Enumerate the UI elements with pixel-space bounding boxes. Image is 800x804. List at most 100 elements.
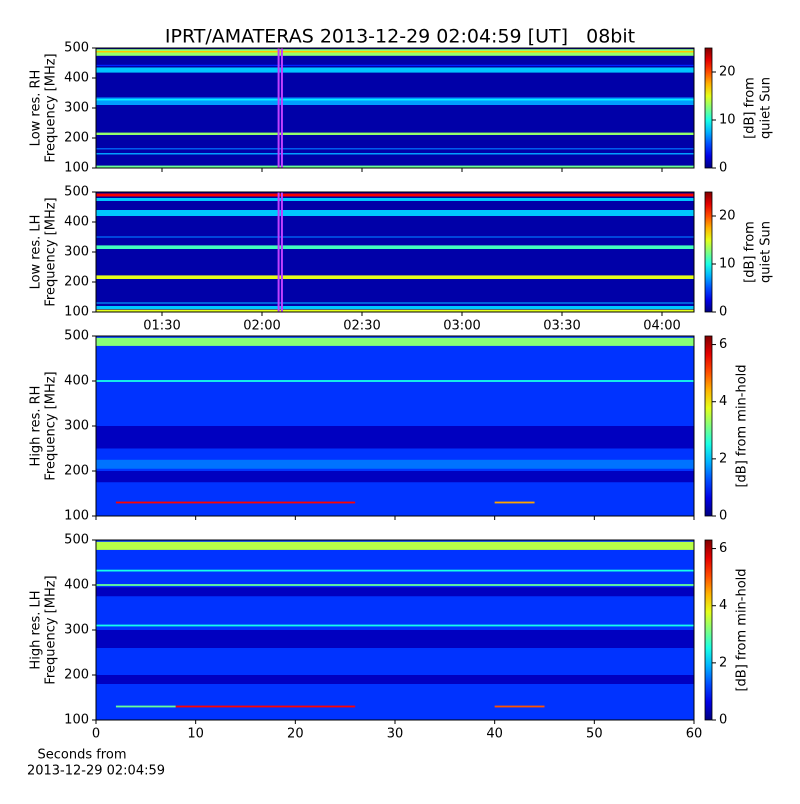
colorbar-label: [dB] from bbox=[743, 77, 758, 139]
y-tick-label: 200 bbox=[64, 275, 89, 290]
x-tick-label: 03:30 bbox=[543, 319, 580, 334]
heatmap-band bbox=[96, 99, 694, 101]
heatmap-band bbox=[96, 148, 694, 150]
heatmap-band bbox=[96, 165, 694, 168]
colorbar bbox=[704, 539, 713, 721]
colorbar-label: [dB] from min-hold bbox=[735, 568, 750, 691]
y-label: Frequency [MHz] bbox=[44, 53, 59, 162]
colorbar-tick-label: 6 bbox=[719, 337, 727, 352]
colorbar bbox=[704, 191, 713, 313]
heatmap-band bbox=[96, 210, 694, 216]
colorbar-tick-label: 0 bbox=[719, 509, 727, 524]
heatmap-band bbox=[96, 630, 694, 648]
y-tick-label: 500 bbox=[64, 329, 89, 344]
x-tick-label: 20 bbox=[287, 727, 304, 742]
colorbar-tick-label: 6 bbox=[719, 541, 727, 556]
y-tick-label: 400 bbox=[64, 374, 89, 389]
heatmap-band bbox=[96, 132, 694, 135]
colorbar-tick-label: 10 bbox=[719, 257, 736, 272]
heatmap-band bbox=[96, 51, 694, 53]
heatmap-band bbox=[96, 236, 694, 238]
y-tick-label: 200 bbox=[64, 131, 89, 146]
y-tick-label: 100 bbox=[64, 305, 89, 320]
heatmap-band bbox=[96, 624, 694, 627]
heatmap-band bbox=[115, 501, 356, 504]
heatmap-band bbox=[96, 302, 694, 304]
heatmap-band bbox=[96, 541, 694, 550]
y-label: Frequency [MHz] bbox=[44, 371, 59, 480]
heatmap-band bbox=[96, 459, 694, 469]
heatmap-band bbox=[175, 705, 356, 708]
colorbar-tick-label: 10 bbox=[719, 113, 736, 128]
heatmap-band bbox=[96, 380, 694, 382]
colorbar-label: quiet Sun bbox=[759, 221, 774, 283]
heatmap-band bbox=[96, 64, 694, 66]
heatmap-band bbox=[96, 67, 694, 73]
heatmap-band bbox=[96, 193, 694, 197]
heatmap-band bbox=[96, 306, 694, 309]
heatmap-band bbox=[96, 587, 694, 597]
x-tick-label: 30 bbox=[387, 727, 404, 742]
y-tick-label: 100 bbox=[64, 713, 89, 728]
heatmap-band bbox=[96, 337, 694, 346]
figure-title: IPRT/AMATERAS 2013-12-29 02:04:59 [UT] 0… bbox=[165, 26, 635, 48]
y-label: Low res. LH bbox=[29, 215, 44, 290]
heatmap-band bbox=[96, 275, 694, 279]
colorbar-label: [dB] from bbox=[743, 221, 758, 283]
colorbar-tick-label: 4 bbox=[719, 394, 727, 409]
y-label: Frequency [MHz] bbox=[44, 575, 59, 684]
x-tick-label: 0 bbox=[92, 727, 100, 742]
x-label: 2013-12-29 02:04:59 bbox=[27, 764, 165, 779]
x-tick-label: 50 bbox=[586, 727, 603, 742]
x-tick-label: 01:30 bbox=[143, 319, 180, 334]
colorbar-tick-label: 0 bbox=[719, 161, 727, 176]
heatmap-band bbox=[494, 705, 545, 708]
colorbar-tick-label: 2 bbox=[719, 451, 727, 466]
y-tick-label: 100 bbox=[64, 509, 89, 524]
y-label: Frequency [MHz] bbox=[44, 197, 59, 306]
y-tick-label: 500 bbox=[64, 185, 89, 200]
y-tick-label: 400 bbox=[64, 578, 89, 593]
colorbar-tick-label: 20 bbox=[719, 65, 736, 80]
heatmap-band bbox=[96, 584, 694, 586]
colorbar bbox=[704, 47, 713, 169]
y-tick-label: 300 bbox=[64, 623, 89, 638]
x-tick-label: 60 bbox=[686, 727, 703, 742]
x-label: Seconds from bbox=[37, 748, 126, 763]
y-tick-label: 500 bbox=[64, 533, 89, 548]
heatmap-band bbox=[96, 198, 694, 201]
colorbar-tick-label: 4 bbox=[719, 598, 727, 613]
y-label: High res. RH bbox=[29, 386, 44, 467]
colorbar bbox=[704, 335, 713, 517]
y-tick-label: 200 bbox=[64, 464, 89, 479]
y-tick-label: 500 bbox=[64, 41, 89, 56]
x-tick-label: 02:00 bbox=[243, 319, 280, 334]
colorbar-tick-label: 0 bbox=[719, 305, 727, 320]
heatmap-band bbox=[96, 569, 694, 572]
colorbar-tick-label: 0 bbox=[719, 713, 727, 728]
heatmap-band bbox=[115, 705, 176, 708]
x-tick-label: 10 bbox=[187, 727, 204, 742]
heatmap-band bbox=[96, 245, 694, 249]
colorbar-label: [dB] from min-hold bbox=[735, 364, 750, 487]
heatmap-band bbox=[96, 309, 694, 312]
y-label: High res. LH bbox=[29, 590, 44, 669]
y-tick-label: 100 bbox=[64, 161, 89, 176]
y-tick-label: 200 bbox=[64, 668, 89, 683]
y-tick-label: 300 bbox=[64, 245, 89, 260]
heatmap-band bbox=[96, 471, 694, 483]
colorbar-label: quiet Sun bbox=[759, 77, 774, 139]
heatmap-band bbox=[494, 501, 535, 504]
x-tick-label: 04:00 bbox=[643, 319, 680, 334]
y-label: Low res. RH bbox=[29, 70, 44, 147]
y-tick-label: 300 bbox=[64, 101, 89, 116]
heatmap-band bbox=[96, 97, 694, 105]
x-tick-label: 40 bbox=[486, 727, 503, 742]
y-tick-label: 300 bbox=[64, 419, 89, 434]
colorbar-tick-label: 20 bbox=[719, 209, 736, 224]
y-tick-label: 400 bbox=[64, 215, 89, 230]
heatmap-band bbox=[96, 153, 694, 155]
x-tick-label: 02:30 bbox=[343, 319, 380, 334]
heatmap-band bbox=[96, 675, 694, 684]
